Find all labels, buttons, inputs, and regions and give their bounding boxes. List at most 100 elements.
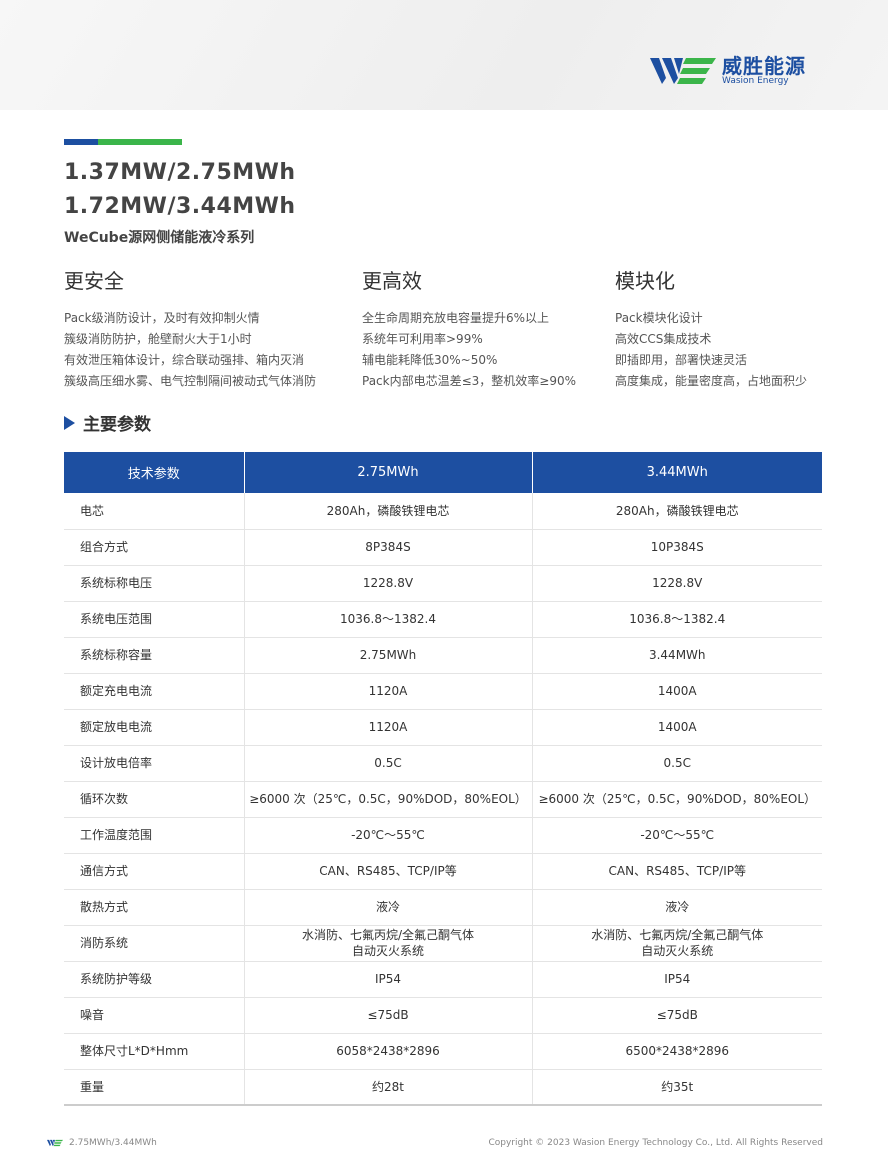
feature-title: 更高效	[362, 269, 422, 293]
specs-table: 技术参数 2.75MWh 3.44MWh 电芯 280Ah，磷酸铁锂电芯 280Ah…	[64, 452, 822, 1106]
param-name: 工作温度范围	[64, 817, 245, 854]
title-line-1: 1.37MW/2.75MWh	[64, 160, 296, 185]
column-header: 2.75MWh	[244, 452, 533, 493]
brand-logo: 威胜能源 Wasion Energy	[650, 56, 806, 86]
accent-bar-green	[98, 139, 182, 145]
param-value: 水消防、七氟丙烷/全氟己酮气体 自动灭火系统	[532, 925, 822, 962]
table-row: 散热方式 液冷 液冷	[64, 889, 822, 926]
param-value: IP54	[244, 961, 533, 998]
param-value: 1036.8～1382.4	[244, 601, 533, 638]
param-name: 系统电压范围	[64, 601, 245, 638]
subtitle: WeCube源网侧储能液冷系列	[64, 230, 255, 246]
param-name: 噪音	[64, 997, 245, 1034]
table-header-row: 技术参数 2.75MWh 3.44MWh	[64, 452, 822, 493]
param-value: 3.44MWh	[532, 637, 822, 674]
table-row: 重量 约28t 约35t	[64, 1069, 822, 1106]
brand-name-cn: 威胜能源	[722, 54, 806, 78]
param-value: 约35t	[532, 1069, 822, 1106]
param-value: 2.75MWh	[244, 637, 533, 674]
param-value: 约28t	[244, 1069, 533, 1106]
param-value: 0.5C	[532, 745, 822, 782]
table-row: 组合方式 8P384S 10P384S	[64, 529, 822, 566]
feature-item: 系统年可利用率>99%	[362, 332, 483, 346]
footer-left: 2.75MWh/3.44MWh	[47, 1138, 157, 1148]
feature-item: Pack模块化设计	[615, 311, 703, 325]
param-value: 6058*2438*2896	[244, 1033, 533, 1070]
table-row: 额定放电电流 1120A 1400A	[64, 709, 822, 746]
param-name: 循环次数	[64, 781, 245, 818]
param-value: 水消防、七氟丙烷/全氟己酮气体 自动灭火系统	[244, 925, 533, 962]
param-name: 通信方式	[64, 853, 245, 890]
feature-item: 高效CCS集成技术	[615, 332, 712, 346]
param-value: 280Ah，磷酸铁锂电芯	[532, 493, 822, 530]
param-value: 1120A	[244, 709, 533, 746]
header-band	[0, 0, 888, 110]
param-name: 系统标称容量	[64, 637, 245, 674]
param-value: 6500*2438*2896	[532, 1033, 822, 1070]
table-row: 系统标称容量 2.75MWh 3.44MWh	[64, 637, 822, 674]
param-name: 电芯	[64, 493, 245, 530]
table-row: 额定充电电流 1120A 1400A	[64, 673, 822, 710]
param-name: 散热方式	[64, 889, 245, 926]
feature-item: 簇级消防防护，舱壁耐火大于1小时	[64, 332, 252, 346]
we-logo-small-icon	[47, 1139, 63, 1147]
feature-modular: 模块化 Pack模块化设计 高效CCS集成技术 即插即用，部署快速灵活 高度集成…	[615, 265, 807, 392]
param-value: 8P384S	[244, 529, 533, 566]
table-row: 通信方式 CAN、RS485、TCP/IP等 CAN、RS485、TCP/IP等	[64, 853, 822, 890]
table-row: 系统防护等级 IP54 IP54	[64, 961, 822, 998]
table-row: 系统电压范围 1036.8～1382.4 1036.8～1382.4	[64, 601, 822, 638]
param-value: -20℃～55℃	[244, 817, 533, 854]
we-logo-icon	[650, 58, 716, 84]
param-value: ≥6000 次（25℃，0.5C，90%DOD，80%EOL）	[532, 781, 822, 818]
title-line-2: 1.72MW/3.44MWh	[64, 194, 296, 219]
footer-copyright: Copyright © 2023 Wasion Energy Technolog…	[488, 1138, 823, 1148]
param-name: 系统防护等级	[64, 961, 245, 998]
feature-safety: 更安全 Pack级消防设计，及时有效抑制火情 簇级消防防护，舱壁耐火大于1小时 …	[64, 265, 316, 392]
param-value: 1400A	[532, 673, 822, 710]
column-header: 技术参数	[64, 452, 245, 493]
feature-item: Pack内部电芯温差≤3，整机效率≥90%	[362, 374, 577, 388]
feature-title: 模块化	[615, 269, 675, 293]
table-row: 整体尺寸L*D*Hmm 6058*2438*2896 6500*2438*2896	[64, 1033, 822, 1070]
param-name: 额定放电电流	[64, 709, 245, 746]
table-row: 设计放电倍率 0.5C 0.5C	[64, 745, 822, 782]
column-header: 3.44MWh	[532, 452, 822, 493]
triangle-right-icon	[64, 415, 75, 430]
feature-item: 即插即用，部署快速灵活	[615, 353, 748, 367]
footer-model: 2.75MWh/3.44MWh	[69, 1138, 157, 1148]
param-value: 280Ah，磷酸铁锂电芯	[244, 493, 533, 530]
param-value: IP54	[532, 961, 822, 998]
table-row: 工作温度范围 -20℃～55℃ -20℃～55℃	[64, 817, 822, 854]
param-value: CAN、RS485、TCP/IP等	[244, 853, 533, 890]
param-value: 10P384S	[532, 529, 822, 566]
param-value: 1036.8～1382.4	[532, 601, 822, 638]
feature-item: 有效泄压箱体设计，综合联动强排、箱内灭消	[64, 353, 305, 367]
param-value: 液冷	[532, 889, 822, 926]
section-heading: 主要参数	[64, 410, 151, 435]
section-title: 主要参数	[83, 415, 151, 435]
feature-title: 更安全	[64, 269, 124, 293]
param-value: CAN、RS485、TCP/IP等	[532, 853, 822, 890]
param-name: 额定充电电流	[64, 673, 245, 710]
param-value: 1120A	[244, 673, 533, 710]
param-name: 系统标称电压	[64, 565, 245, 602]
table-row: 循环次数 ≥6000 次（25℃，0.5C，90%DOD，80%EOL） ≥6000…	[64, 781, 822, 818]
param-name: 组合方式	[64, 529, 245, 566]
feature-item: Pack级消防设计，及时有效抑制火情	[64, 311, 260, 325]
param-value: ≤75dB	[532, 997, 822, 1034]
param-value: 1400A	[532, 709, 822, 746]
param-value: -20℃～55℃	[532, 817, 822, 854]
param-name: 整体尺寸L*D*Hmm	[64, 1033, 245, 1070]
param-value: ≥6000 次（25℃，0.5C，90%DOD，80%EOL）	[244, 781, 533, 818]
table-row: 系统标称电压 1228.8V 1228.8V	[64, 565, 822, 602]
feature-item: 簇级高压细水雾、电气控制隔间被动式气体消防	[64, 374, 317, 388]
brand-name-en: Wasion Energy	[722, 76, 789, 86]
param-value: 1228.8V	[244, 565, 533, 602]
accent-bar-blue	[64, 139, 98, 145]
param-value: ≤75dB	[244, 997, 533, 1034]
table-row: 消防系统 水消防、七氟丙烷/全氟己酮气体 自动灭火系统 水消防、七氟丙烷/全氟己酮气…	[64, 925, 822, 962]
table-row: 噪音 ≤75dB ≤75dB	[64, 997, 822, 1034]
param-name: 设计放电倍率	[64, 745, 245, 782]
feature-item: 高度集成，能量密度高，占地面积少	[615, 374, 808, 388]
param-name: 重量	[64, 1069, 245, 1106]
